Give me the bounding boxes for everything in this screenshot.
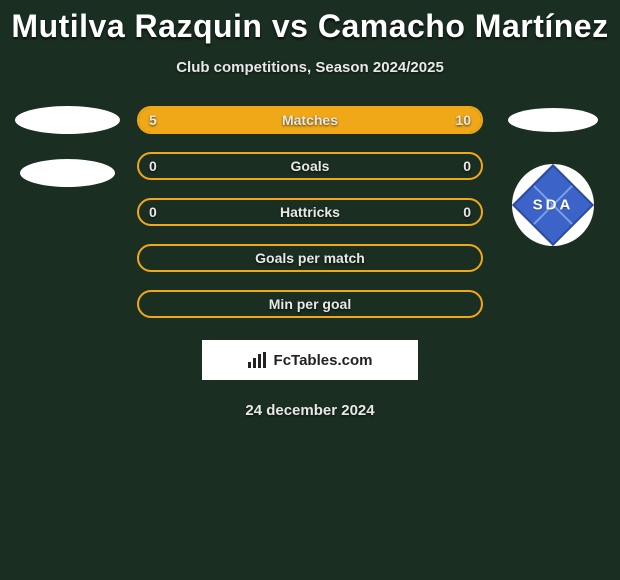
badge-letters: SDA <box>519 197 587 214</box>
stat-bar-left-value: 0 <box>149 158 157 174</box>
stat-bar: Goals per match <box>137 244 483 272</box>
stat-bar-left-value: 5 <box>149 112 157 128</box>
stat-bar-label: Hattricks <box>139 204 481 220</box>
left-avatar-column <box>7 106 127 318</box>
stat-bar-label: Min per goal <box>139 296 481 312</box>
comparison-content: Matches510Goals00Hattricks00Goals per ma… <box>0 106 620 318</box>
branding-text: FcTables.com <box>274 352 373 369</box>
stat-bar-right-value: 10 <box>455 112 471 128</box>
left-club-badge-placeholder <box>20 159 115 187</box>
stat-bar-label: Goals per match <box>139 250 481 266</box>
stat-bar-right-value: 0 <box>463 158 471 174</box>
date-label: 24 december 2024 <box>0 402 620 419</box>
page-title: Mutilva Razquin vs Camacho Martínez <box>0 0 620 45</box>
right-player-avatar-placeholder <box>508 108 598 132</box>
right-club-badge: SDA <box>512 164 594 246</box>
stat-bar: Goals0 0 <box>137 152 483 180</box>
bar-chart-icon <box>248 352 268 368</box>
stat-bar-right-fill <box>253 108 481 132</box>
stat-bars: Matches510Goals00Hattricks00Goals per ma… <box>137 106 483 318</box>
stat-bar-right-value: 0 <box>463 204 471 220</box>
left-player-avatar-placeholder <box>15 106 120 134</box>
subtitle: Club competitions, Season 2024/2025 <box>0 59 620 76</box>
branding-box: FcTables.com <box>202 340 418 380</box>
stat-bar-left-value: 0 <box>149 204 157 220</box>
right-avatar-column: SDA <box>493 106 613 318</box>
stat-bar: Matches510 <box>137 106 483 134</box>
stat-bar: Hattricks0 0 <box>137 198 483 226</box>
stat-bar-label: Goals <box>139 158 481 174</box>
stat-bar: Min per goal <box>137 290 483 318</box>
